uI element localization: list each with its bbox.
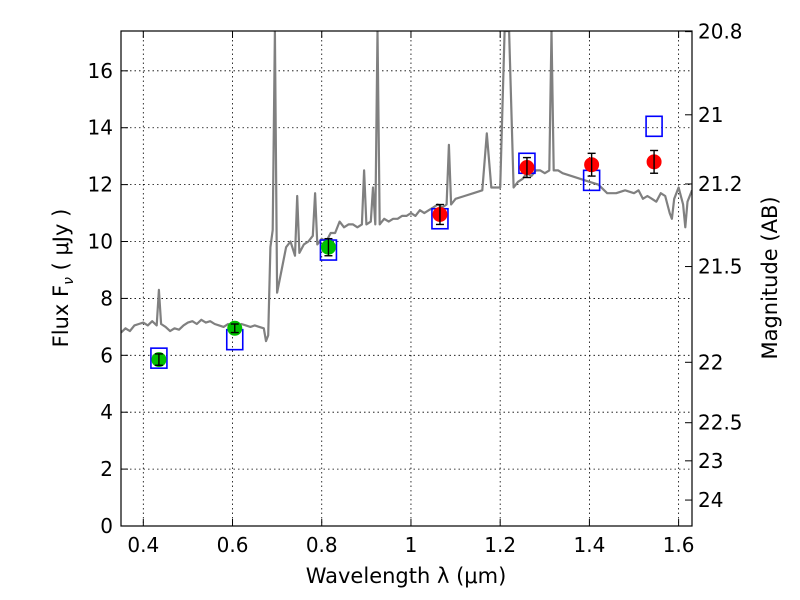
y-tick-label: 14 — [88, 116, 113, 140]
y-tick-label: 8 — [100, 286, 113, 310]
y-tick-label: 12 — [88, 173, 113, 197]
grid-lines — [121, 31, 692, 527]
y-tick-label: 6 — [100, 343, 113, 367]
right-axis-label: Magnitude (AB) — [758, 196, 782, 359]
right-tick-label: 21.2 — [698, 172, 743, 196]
right-tick-label: 22.5 — [698, 411, 743, 435]
y-axis-label-unit: ( μJy ) — [49, 209, 73, 277]
x-tick-label: 1.4 — [573, 533, 605, 557]
x-tick-label: 0.8 — [306, 533, 338, 557]
right-tick-label: 24 — [698, 488, 723, 512]
y-axis-label: Flux Fν ( μJy ) — [49, 209, 77, 348]
x-tick-label: 0.6 — [217, 533, 249, 557]
x-tick-label: 0.4 — [127, 533, 159, 557]
right-tick-label: 21.5 — [698, 255, 743, 279]
right-tick-label: 20.8 — [698, 20, 743, 44]
y-axis-label-main: Flux F — [49, 285, 73, 347]
plot-area — [121, 31, 692, 369]
right-tick-label: 21 — [698, 103, 723, 127]
model-flux-square — [645, 115, 663, 138]
model-flux-square — [150, 347, 168, 369]
y-tick-label: 0 — [100, 514, 113, 538]
model-spectrum-line — [121, 31, 692, 343]
right-tick-label: 23 — [698, 449, 723, 473]
x-tick-label: 1 — [405, 533, 418, 557]
y-axis-label-subscript: ν — [61, 277, 77, 285]
plot-frame — [120, 30, 693, 527]
y-tick-label: 2 — [100, 457, 113, 481]
axis-ticks: 0.4 0.6 0.8 1 1.2 1.4 1.6024681012141620.82121… — [88, 20, 743, 557]
y-tick-label: 10 — [88, 230, 113, 254]
x-tick-label: 1.6 — [663, 533, 695, 557]
x-axis-label: Wavelength λ (μm) — [306, 564, 507, 588]
right-tick-label: 22 — [698, 350, 723, 374]
x-tick-label: 1.2 — [484, 533, 516, 557]
y-tick-label: 16 — [88, 59, 113, 83]
y-tick-label: 4 — [100, 400, 113, 424]
